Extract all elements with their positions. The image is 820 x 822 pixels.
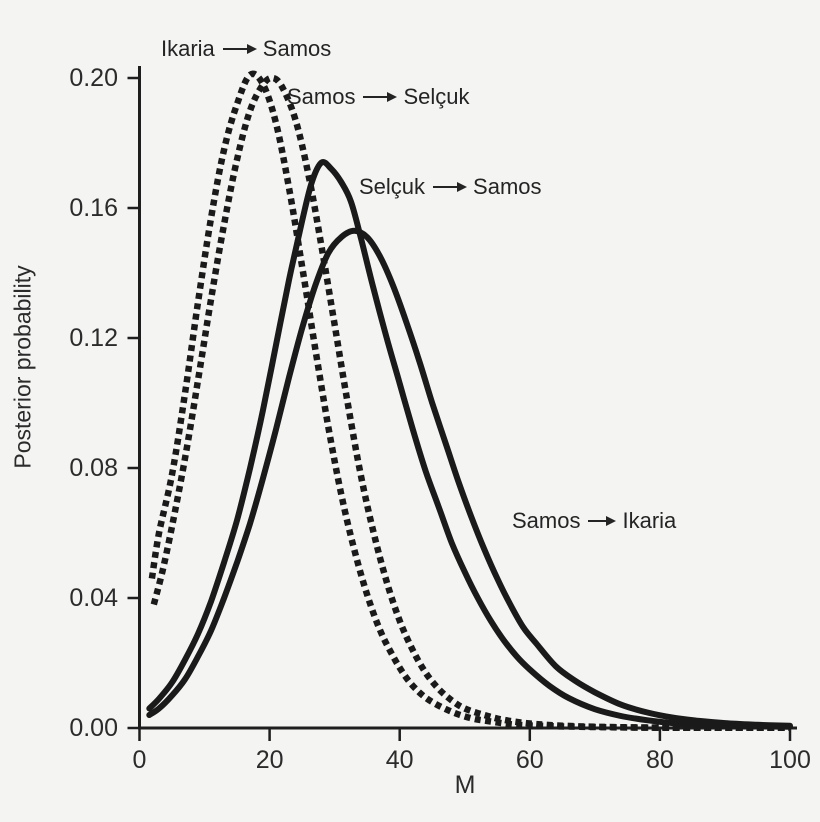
y-tick-label: 0.08 — [69, 454, 118, 482]
x-tick-label: 60 — [515, 746, 544, 774]
x-axis-title: M — [454, 771, 476, 799]
annotation-to-label: Selçuk — [403, 84, 470, 109]
annotation-to-label: Samos — [262, 36, 332, 61]
annotation-samos-to-selcuk: Samos Selçuk — [287, 84, 470, 110]
annotation-samos-to-ikaria: Samos Ikaria — [512, 508, 676, 534]
y-tick-label: 0.12 — [69, 324, 118, 352]
y-tick-label: 0.16 — [69, 194, 118, 222]
annotation-from-label: Samos — [287, 84, 356, 109]
curve-samos-to-selçuk — [150, 74, 791, 731]
curve-ikaria-to-samos — [148, 70, 791, 731]
annotation-from-label: Samos — [512, 508, 581, 533]
right-arrow-icon — [363, 95, 396, 99]
right-arrow-icon — [222, 47, 255, 51]
y-axis-title: Posterior probability — [9, 265, 36, 469]
y-tick-label: 0.20 — [69, 64, 118, 92]
right-arrow-icon — [588, 519, 615, 523]
x-tick-label: 100 — [769, 746, 811, 774]
x-tick-label: 40 — [385, 746, 414, 774]
annotation-selcuk-to-samos: Selçuk Samos — [359, 174, 542, 200]
annotation-to-label: Samos — [473, 174, 542, 199]
right-arrow-icon — [433, 185, 466, 189]
y-axis-ticks — [127, 76, 138, 730]
x-tick-label: 20 — [255, 746, 284, 774]
annotation-from-label: Ikaria — [161, 36, 215, 61]
y-tick-label: 0.00 — [69, 714, 118, 742]
x-tick-label: 80 — [645, 746, 674, 774]
curve-selçuk-to-samos — [146, 159, 793, 730]
x-tick-label: 0 — [132, 746, 147, 774]
y-tick-label: 0.04 — [69, 584, 118, 612]
annotation-to-label: Ikaria — [622, 508, 677, 533]
annotation-ikaria-to-samos: Ikaria Samos — [161, 36, 331, 62]
annotation-from-label: Selçuk — [359, 174, 426, 199]
curve-samos-to-ikaria — [146, 227, 793, 729]
x-axis-ticks — [138, 729, 792, 741]
curves-group — [146, 70, 793, 731]
